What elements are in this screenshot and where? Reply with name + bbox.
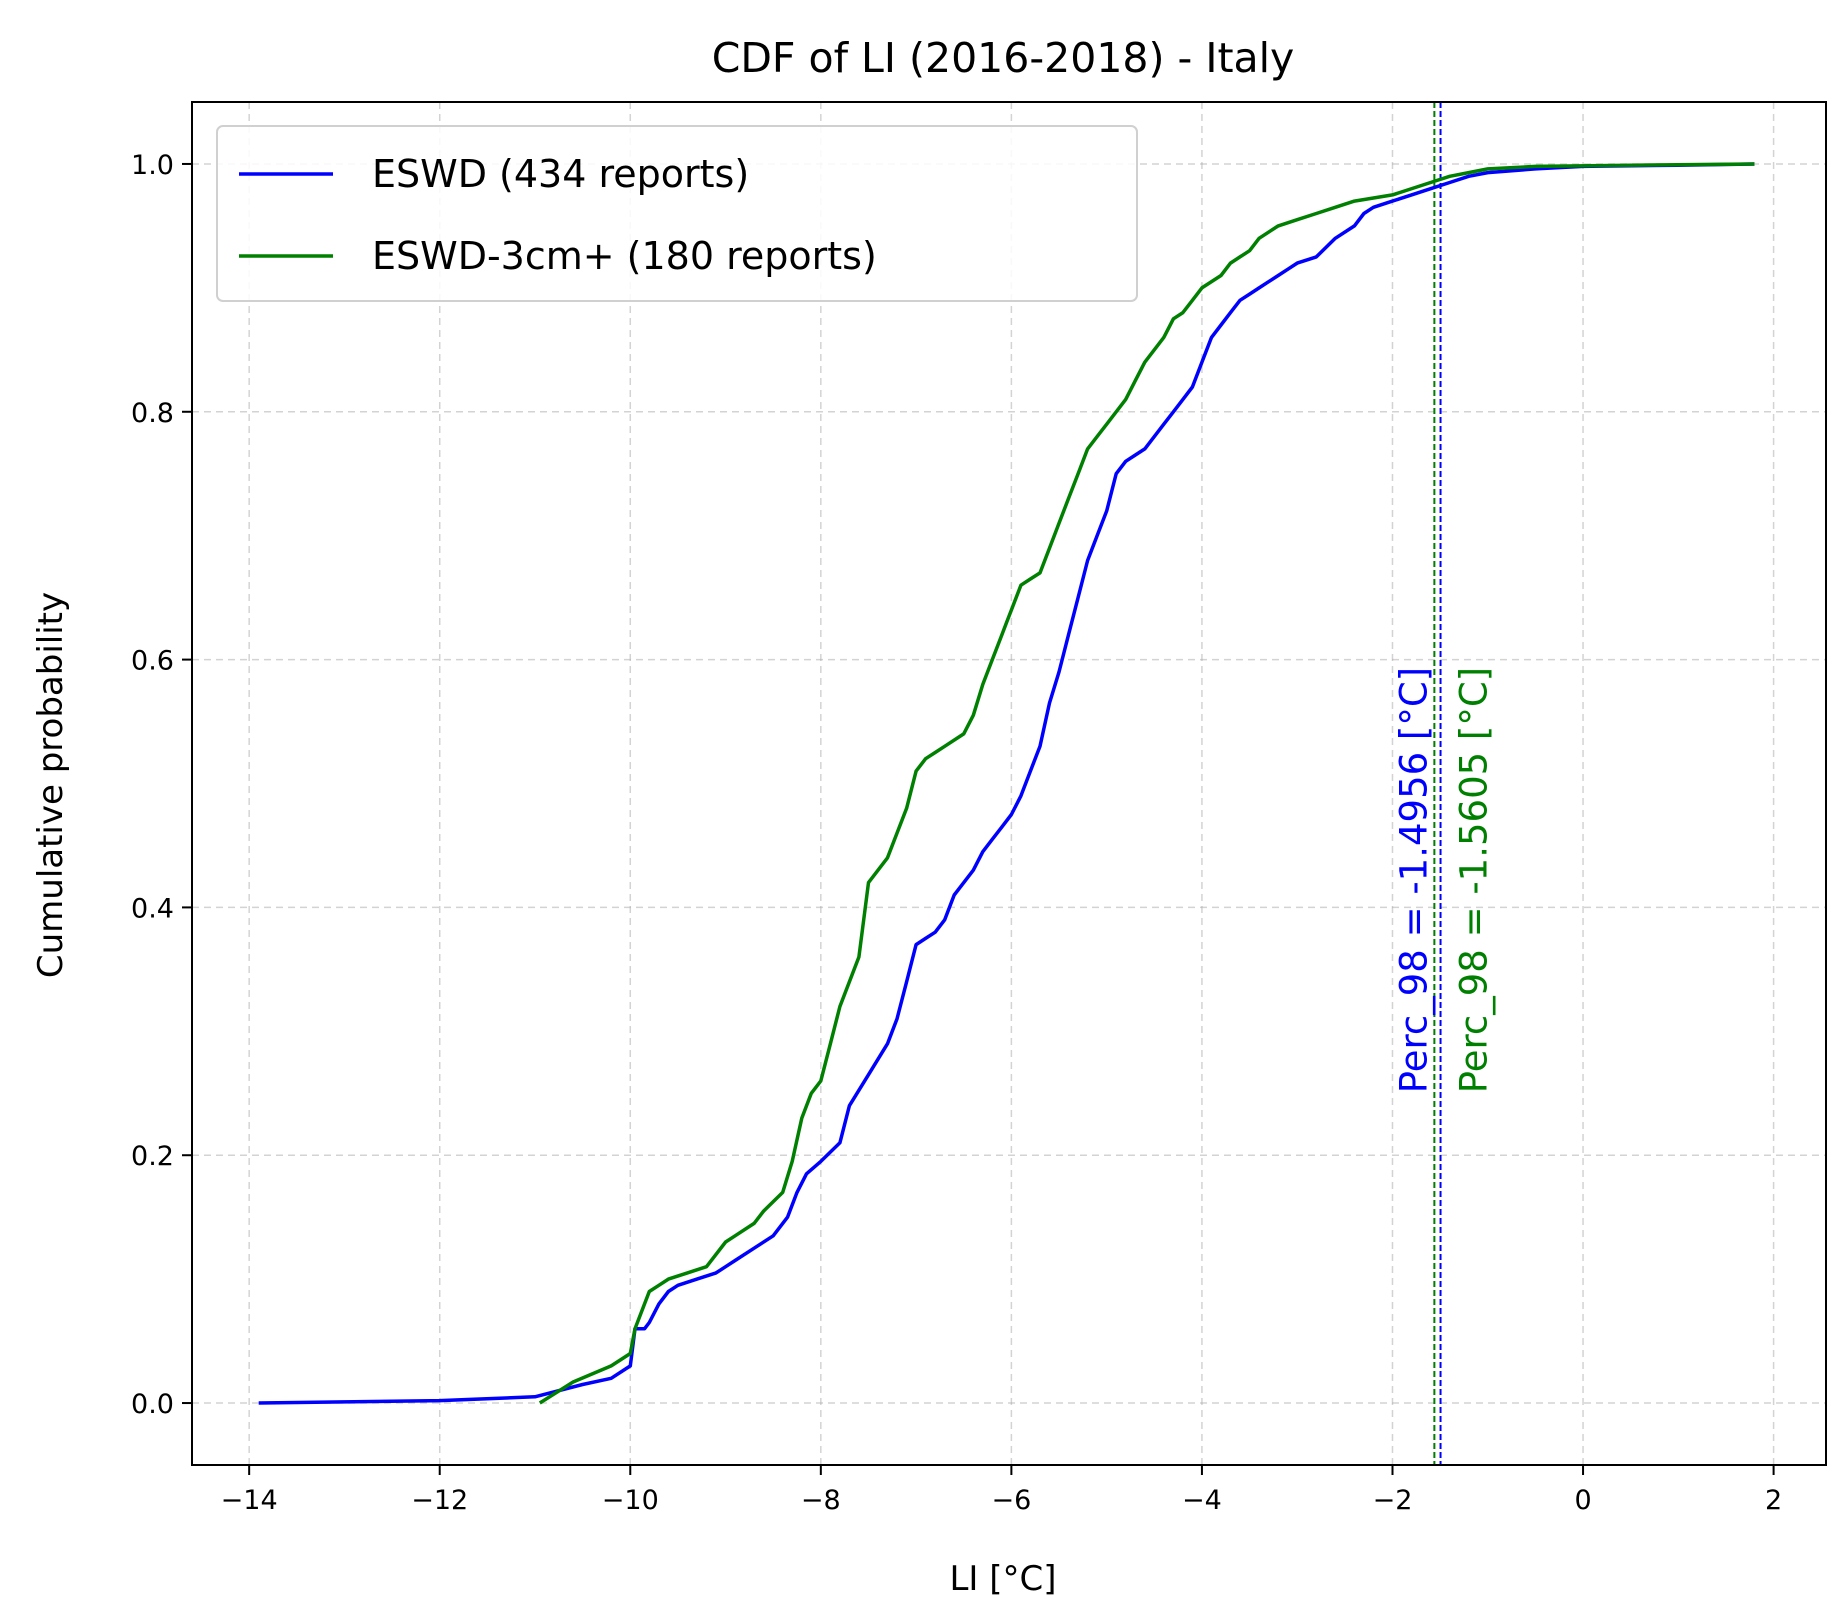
x-axis-label: LI [°C] <box>949 1559 1056 1599</box>
x-tick-label: −6 <box>991 1485 1031 1516</box>
x-tick-label: −2 <box>1373 1485 1413 1516</box>
y-tick-label: 0.8 <box>131 398 174 429</box>
legend-box <box>216 125 1138 302</box>
percentile-annotations: Perc_98 = -1.4956 [°C] Perc_98 = -1.5605 … <box>1393 667 1496 1093</box>
x-tick-label: −10 <box>602 1485 659 1516</box>
chart-title: CDF of LI (2016-2018) - Italy <box>712 34 1295 82</box>
y-axis-label: Cumulative probability <box>31 592 71 978</box>
y-tick-label: 0.2 <box>131 1141 174 1172</box>
y-tick-label: 0.6 <box>131 646 174 677</box>
plot-frame <box>191 101 1827 1466</box>
series-line <box>258 162 1755 1405</box>
plot-area <box>192 102 1826 1465</box>
legend: ESWD (434 reports) ESWD-3cm+ (180 reports… <box>216 125 1138 302</box>
y-tick-label: 0.0 <box>131 1389 174 1420</box>
x-tick-label: −4 <box>1182 1485 1222 1516</box>
x-tick-label: 2 <box>1765 1485 1782 1516</box>
y-axis-ticks: 0.0 0.2 0.4 0.6 0.8 1.0 <box>131 150 192 1420</box>
percentile-annotation: Perc_98 = -1.4956 [°C] <box>1393 667 1436 1093</box>
y-tick-label: 0.4 <box>131 893 174 924</box>
x-tick-label: −8 <box>801 1485 841 1516</box>
y-tick-label: 1.0 <box>131 150 174 181</box>
percentile-annotation: Perc_98 = -1.5605 [°C] <box>1452 667 1495 1093</box>
legend-label: ESWD-3cm+ (180 reports) <box>372 234 877 278</box>
series-line <box>538 162 1755 1405</box>
x-axis-ticks: −14 −12 −10 −8 −6 −4 −2 0 2 <box>221 1465 1782 1516</box>
x-tick-label: 0 <box>1574 1485 1591 1516</box>
series-lines <box>258 162 1755 1405</box>
legend-label: ESWD (434 reports) <box>372 152 749 196</box>
x-tick-label: −12 <box>411 1485 468 1516</box>
percentile-lines <box>1433 102 1442 1465</box>
x-tick-label: −14 <box>221 1485 278 1516</box>
